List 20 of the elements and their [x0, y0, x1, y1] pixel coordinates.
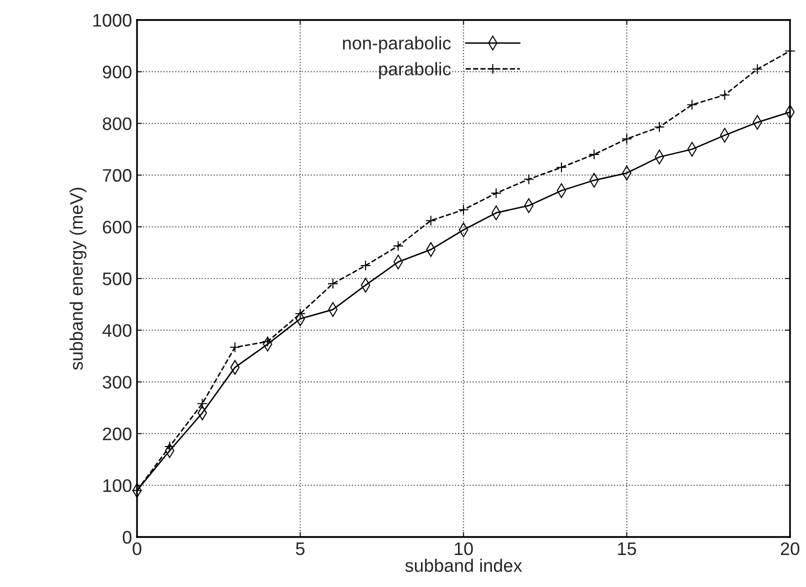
x-tick-label: 0 [132, 542, 142, 556]
y-tick-label: 1000 [93, 14, 132, 27]
x-tick-label: 20 [780, 542, 800, 556]
y-axis-title: subband energy (meV) [70, 188, 86, 370]
x-tick-label: 5 [296, 542, 305, 556]
y-tick-label: 400 [102, 324, 132, 337]
y-tick-label: 900 [102, 66, 132, 78]
legend-label: parabolic [379, 62, 451, 79]
y-tick-label: 300 [102, 376, 132, 389]
y-tick-label: 0 [122, 530, 132, 544]
x-tick-label: 15 [618, 542, 636, 556]
x-axis-title: subband index [405, 558, 522, 572]
legend-label: non-parabolic [343, 36, 451, 54]
y-tick-label: 800 [102, 117, 132, 130]
y-tick-label: 200 [102, 428, 132, 440]
x-tick-label: 10 [454, 542, 473, 556]
y-tick-label: 100 [103, 479, 132, 492]
y-tick-label: 500 [102, 272, 132, 286]
y-tick-label: 700 [102, 169, 132, 182]
y-tick-label: 600 [102, 220, 132, 234]
